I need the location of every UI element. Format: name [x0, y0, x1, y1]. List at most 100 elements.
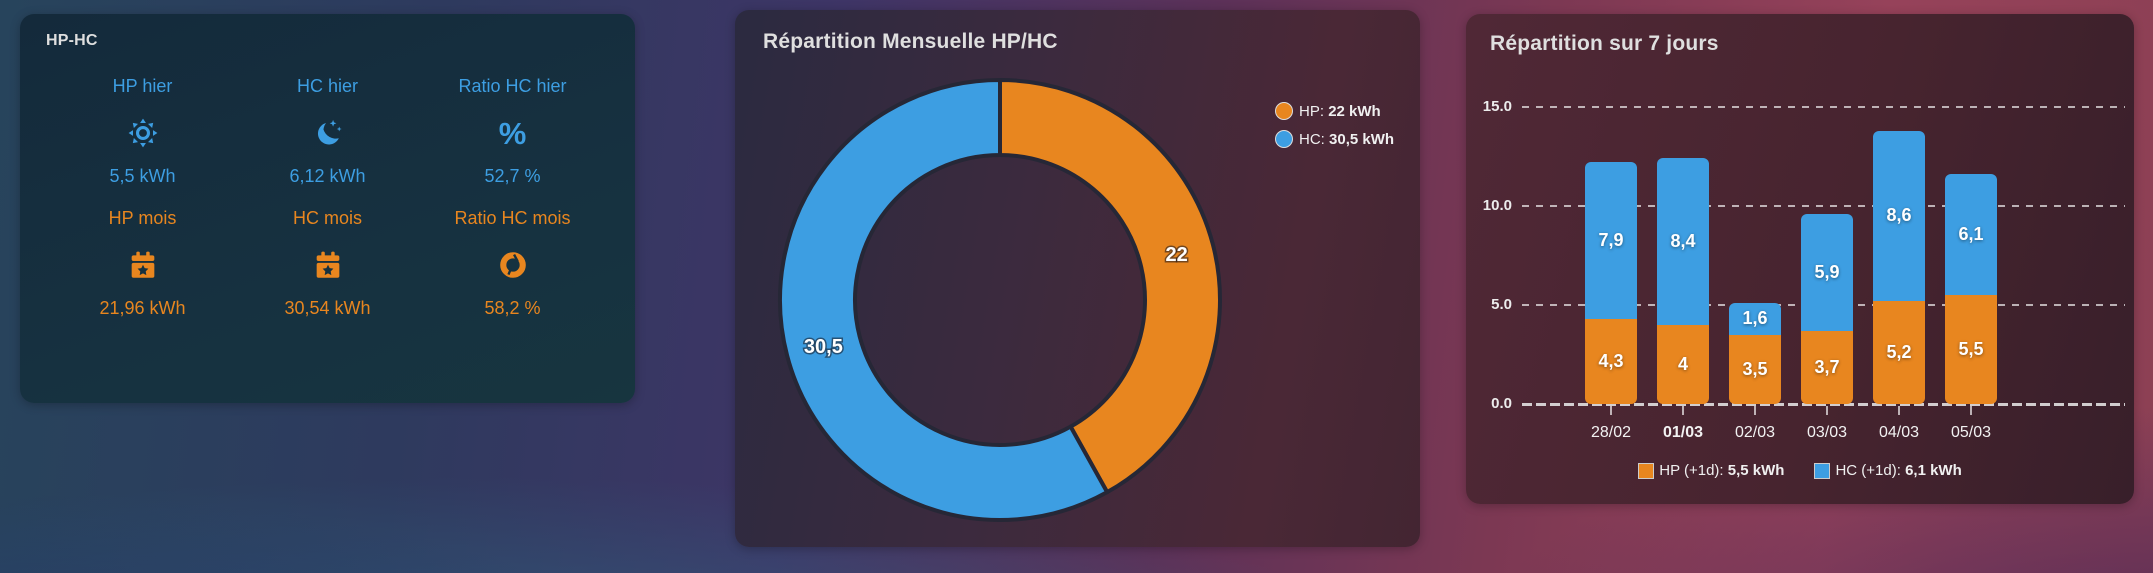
gridline [1522, 106, 2125, 108]
card-title: Répartition Mensuelle HP/HC [763, 30, 1058, 53]
x-axis-tick [1610, 406, 1612, 415]
stat-hp-mois[interactable]: HP mois 21,96 kWh [50, 196, 235, 328]
moon-stars-icon [312, 100, 344, 166]
bar-segment-hp[interactable]: 5,5 [1945, 295, 1997, 404]
stat-ratio-hc-mois[interactable]: Ratio HC mois 58,2 % [420, 196, 605, 328]
legend-item-hp[interactable]: HP (+1d): 5,5 kWh [1638, 462, 1784, 479]
bar-segment-hp[interactable]: 5,2 [1873, 301, 1925, 404]
x-axis-tick [1898, 406, 1900, 415]
bar-04-03[interactable]: 8,6 5,2 [1873, 130, 1925, 404]
x-axis-tick [1826, 406, 1828, 415]
stat-hc-hier[interactable]: HC hier 6,12 kWh [235, 64, 420, 196]
donut-slice-hp[interactable] [998, 78, 1222, 495]
legend-item-hc[interactable]: HC: 30,5 kWh [1275, 130, 1394, 148]
stat-label: HC hier [296, 76, 358, 96]
bar-segment-hc[interactable]: 7,9 [1585, 162, 1637, 319]
seven-days-distribution-card: Répartition sur 7 jours 0.0 5.0 10.0 15.0 7,… [1466, 14, 2134, 504]
y-axis-tick-label: 5.0 [1491, 296, 1512, 313]
bar-value-label: 4 [1677, 353, 1688, 374]
x-axis-tick [1970, 406, 1972, 415]
bar-value-label: 5,5 [1958, 339, 1984, 360]
hc-swatch-icon [1814, 462, 1831, 479]
stats-grid: HP hier 5,5 kWh [20, 50, 635, 328]
stat-ratio-hc-hier[interactable]: Ratio HC hier % 52,7 % [420, 64, 605, 196]
bar-value-label: 3,7 [1814, 356, 1840, 377]
bar-value-label: 7,9 [1598, 230, 1624, 251]
stat-value: 5,5 kWh [109, 166, 176, 186]
legend-label: HC: 30,5 kWh [1299, 130, 1395, 148]
y-axis-tick-label: 15.0 [1482, 98, 1512, 115]
stat-label: Ratio HC mois [454, 208, 571, 228]
bar-segment-hp[interactable]: 4 [1657, 324, 1709, 404]
bar-segment-hc[interactable]: 6,1 [1945, 174, 1997, 296]
stat-label: HP hier [112, 76, 173, 96]
legend-label: HP: 22 kWh [1299, 102, 1381, 120]
x-axis-label: 02/03 [1734, 424, 1776, 441]
gridline [1522, 205, 2125, 207]
bar-segment-hc[interactable]: 5,9 [1801, 213, 1853, 331]
stat-value: 58,2 % [484, 298, 541, 318]
bar-value-label: 5,2 [1886, 341, 1912, 362]
bar-value-label: 8,6 [1886, 205, 1912, 226]
legend-item-hc[interactable]: HC (+1d): 6,1 kWh [1814, 462, 1962, 479]
bar-02-03[interactable]: 1,6 3,5 [1729, 303, 1781, 404]
x-axis-label: 05/03 [1950, 424, 1992, 441]
stat-hc-mois[interactable]: HC mois 30,54 kWh [235, 196, 420, 328]
card-title: HP-HC [46, 32, 98, 49]
bar-segment-hp[interactable]: 4,3 [1585, 318, 1637, 404]
bar-value-label: 1,6 [1742, 308, 1768, 329]
bar-value-label: 8,4 [1670, 231, 1696, 252]
donut-slice-label: 22 [1166, 244, 1188, 266]
bar-value-label: 6,1 [1958, 224, 1984, 245]
hp-dot-icon [1275, 102, 1293, 120]
donut-chart-legend: HP: 22 kWh HC: 30,5 kWh [1275, 102, 1394, 148]
calendar-star-icon [127, 232, 159, 298]
bar-segment-hp[interactable]: 3,5 [1729, 334, 1781, 404]
bar-03-03[interactable]: 5,9 3,7 [1801, 213, 1853, 404]
x-axis-tick [1754, 406, 1756, 415]
donut-slice-hc[interactable] [778, 78, 1110, 522]
x-axis-label: 01/03 [1662, 424, 1704, 441]
bar-segment-hc[interactable]: 8,6 [1873, 130, 1925, 302]
stat-value: 52,7 % [484, 166, 541, 186]
x-axis-line [1522, 403, 2125, 406]
stat-label: HC mois [292, 208, 362, 228]
bar-05-03[interactable]: 6,1 5,5 [1945, 174, 1997, 404]
x-axis-label: 28/02 [1590, 424, 1632, 441]
stat-label: Ratio HC hier [458, 76, 567, 96]
donut-slice-label: 30,5 [804, 336, 843, 358]
x-axis-tick [1682, 406, 1684, 415]
x-axis-label: 03/03 [1806, 424, 1848, 441]
card-title: Répartition sur 7 jours [1490, 32, 1719, 55]
stat-label: HP mois [108, 208, 177, 228]
bar-value-label: 5,9 [1814, 261, 1840, 282]
monthly-distribution-card: Répartition Mensuelle HP/HC 22 30,5 HP: 2… [735, 10, 1420, 547]
bar-chart-plot: 0.0 5.0 10.0 15.0 7,9 4,3 28/02 8,4 4 01/03 1,6 3,5… [1466, 14, 2134, 504]
bar-segment-hc[interactable]: 8,4 [1657, 158, 1709, 325]
brightness-icon [127, 100, 159, 166]
chart-donut-icon [497, 232, 529, 298]
hp-swatch-icon [1638, 462, 1655, 479]
bar-value-label: 4,3 [1598, 350, 1624, 371]
stat-value: 21,96 kWh [99, 298, 186, 318]
bar-segment-hp[interactable]: 3,7 [1801, 330, 1853, 404]
percent-icon: % [498, 115, 527, 151]
bar-28-02[interactable]: 7,9 4,3 [1585, 162, 1637, 404]
donut-chart: 22 30,5 [778, 78, 1222, 522]
x-axis-label: 04/03 [1878, 424, 1920, 441]
hp-hc-card: HP-HC HP hier [20, 14, 635, 403]
stat-hp-hier[interactable]: HP hier 5,5 kWh [50, 64, 235, 196]
hc-dot-icon [1275, 130, 1293, 148]
y-axis-tick-label: 0.0 [1491, 395, 1512, 412]
legend-label: HP (+1d): 5,5 kWh [1659, 462, 1785, 479]
y-axis-tick-label: 10.0 [1482, 197, 1512, 214]
bar-01-03[interactable]: 8,4 4 [1657, 158, 1709, 404]
bar-segment-hc[interactable]: 1,6 [1729, 303, 1781, 335]
stat-value: 30,54 kWh [284, 298, 371, 318]
bar-chart-legend: HP (+1d): 5,5 kWh HC (+1d): 6,1 kWh [1466, 462, 2134, 479]
legend-item-hp[interactable]: HP: 22 kWh [1275, 102, 1394, 120]
stat-value: 6,12 kWh [289, 166, 366, 186]
legend-label: HC (+1d): 6,1 kWh [1835, 462, 1962, 479]
calendar-star-icon [312, 232, 344, 298]
bar-value-label: 3,5 [1742, 358, 1768, 379]
